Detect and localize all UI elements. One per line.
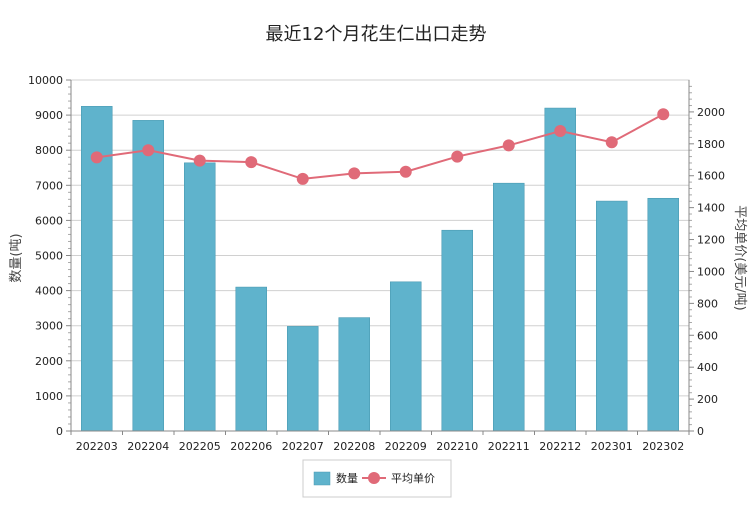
left-tick-label-3: 3000 xyxy=(35,320,63,333)
left-tick-label-8: 8000 xyxy=(35,144,63,157)
bar-202211 xyxy=(492,182,525,432)
left-tick-label-2: 2000 xyxy=(35,355,63,368)
right-axis-label: 平均单价(美元/吨) xyxy=(732,205,747,311)
avg-price-point-202302 xyxy=(657,108,670,121)
bar-202205 xyxy=(184,162,216,432)
right-tick-label-3: 600 xyxy=(697,329,718,342)
bar-202204 xyxy=(132,120,165,432)
right-tick-label-5: 1000 xyxy=(697,265,725,278)
axes: 0100020003000400050006000700080009000100… xyxy=(28,74,725,453)
x-tick-label-9: 202212 xyxy=(539,440,581,453)
x-tick-label-0: 202203 xyxy=(76,440,118,453)
avg-price-point-202209 xyxy=(399,165,412,178)
right-tick-label-1: 200 xyxy=(697,393,718,406)
avg-price-line xyxy=(96,113,664,180)
avg-price-point-202203 xyxy=(90,151,103,164)
left-tick-label-0: 0 xyxy=(56,425,63,438)
bar-202302 xyxy=(647,197,679,432)
x-tick-label-10: 202301 xyxy=(591,440,633,453)
avg-price-point-202211 xyxy=(502,139,515,152)
legend-marker-avg-price xyxy=(368,472,380,484)
left-tick-label-5: 5000 xyxy=(35,250,63,263)
bar-202209 xyxy=(389,281,422,432)
x-tick-label-2: 202205 xyxy=(179,440,221,453)
bar-202301 xyxy=(595,200,628,432)
right-tick-label-6: 1200 xyxy=(697,234,725,247)
legend-swatch-quantity xyxy=(313,471,331,486)
avg-price-point-202212 xyxy=(554,125,567,138)
right-tick-label-0: 0 xyxy=(697,425,704,438)
legend: 数量 平均单价 xyxy=(302,459,452,498)
left-tick-label-4: 4000 xyxy=(35,285,63,298)
avg-price-point-202208 xyxy=(348,167,361,180)
x-tick-label-6: 202209 xyxy=(385,440,427,453)
avg-price-point-202301 xyxy=(605,136,618,149)
x-tick-label-3: 202206 xyxy=(230,440,272,453)
x-tick-label-7: 202210 xyxy=(436,440,478,453)
avg-price-point-202205 xyxy=(193,154,206,167)
x-tick-label-8: 202211 xyxy=(488,440,530,453)
left-tick-label-1: 1000 xyxy=(35,390,63,403)
left-tick-label-6: 6000 xyxy=(35,214,63,227)
legend-label-avg-price: 平均单价 xyxy=(391,472,435,485)
left-axis-label: 数量(吨) xyxy=(9,233,24,282)
right-tick-label-8: 1600 xyxy=(697,170,725,183)
x-tick-label-5: 202208 xyxy=(333,440,375,453)
bar-202208 xyxy=(338,317,370,432)
right-tick-label-4: 800 xyxy=(697,297,718,310)
bar-202207 xyxy=(286,326,319,432)
legend-label-quantity: 数量 xyxy=(336,472,358,485)
right-tick-label-9: 1800 xyxy=(697,138,725,151)
left-tick-label-7: 7000 xyxy=(35,179,63,192)
avg-price-point-202204 xyxy=(142,144,155,157)
right-tick-label-10: 2000 xyxy=(697,106,725,119)
avg-price-point-202210 xyxy=(451,150,464,163)
avg-price-point-202207 xyxy=(296,172,309,185)
bar-202206 xyxy=(235,286,268,432)
bar-202212 xyxy=(544,107,576,432)
line-series-avg-price xyxy=(90,108,670,185)
x-tick-label-1: 202204 xyxy=(127,440,169,453)
x-tick-label-4: 202207 xyxy=(282,440,324,453)
avg-price-point-202206 xyxy=(245,156,258,169)
chart-title: 最近12个月花生仁出口走势 xyxy=(266,24,487,45)
right-tick-label-7: 1400 xyxy=(697,202,725,215)
left-tick-label-10: 10000 xyxy=(28,74,63,87)
left-tick-label-9: 9000 xyxy=(35,109,63,122)
x-tick-label-11: 202302 xyxy=(642,440,684,453)
right-tick-label-2: 400 xyxy=(697,361,718,374)
bar-202210 xyxy=(441,229,473,432)
